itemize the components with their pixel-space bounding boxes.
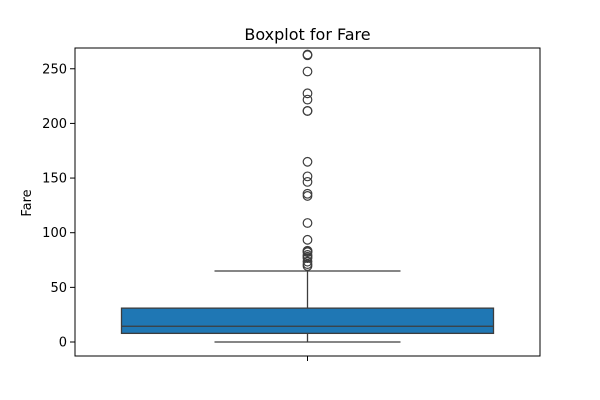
y-tick-label: 200 — [42, 117, 67, 132]
outlier-point — [302, 250, 313, 260]
outlier-point — [302, 49, 313, 60]
outlier-point — [302, 171, 313, 182]
chart-title: Boxplot for Fare — [244, 25, 370, 44]
outlier-point — [302, 188, 313, 199]
y-tick-label: 150 — [42, 172, 67, 187]
outlier-point — [302, 66, 313, 77]
y-tick-label: 50 — [50, 281, 67, 296]
plot-area: 0 50 100 150 200 250 — [42, 49, 495, 361]
outlier-point — [302, 156, 313, 167]
outlier-point — [302, 256, 313, 267]
iqr-box — [120, 307, 495, 335]
outlier-point — [302, 245, 313, 256]
outlier-point — [302, 105, 313, 116]
y-axis-label: Fare — [20, 189, 35, 216]
y-tick-label: 250 — [42, 62, 67, 77]
outlier-point — [302, 88, 313, 99]
outlier-point — [302, 94, 313, 105]
outlier-point — [302, 176, 313, 187]
outlier-point — [302, 218, 313, 228]
y-tick-label: 0 — [59, 336, 67, 351]
plot-frame — [74, 47, 541, 357]
outlier-point — [302, 234, 313, 245]
y-tick-label: 100 — [42, 226, 67, 241]
